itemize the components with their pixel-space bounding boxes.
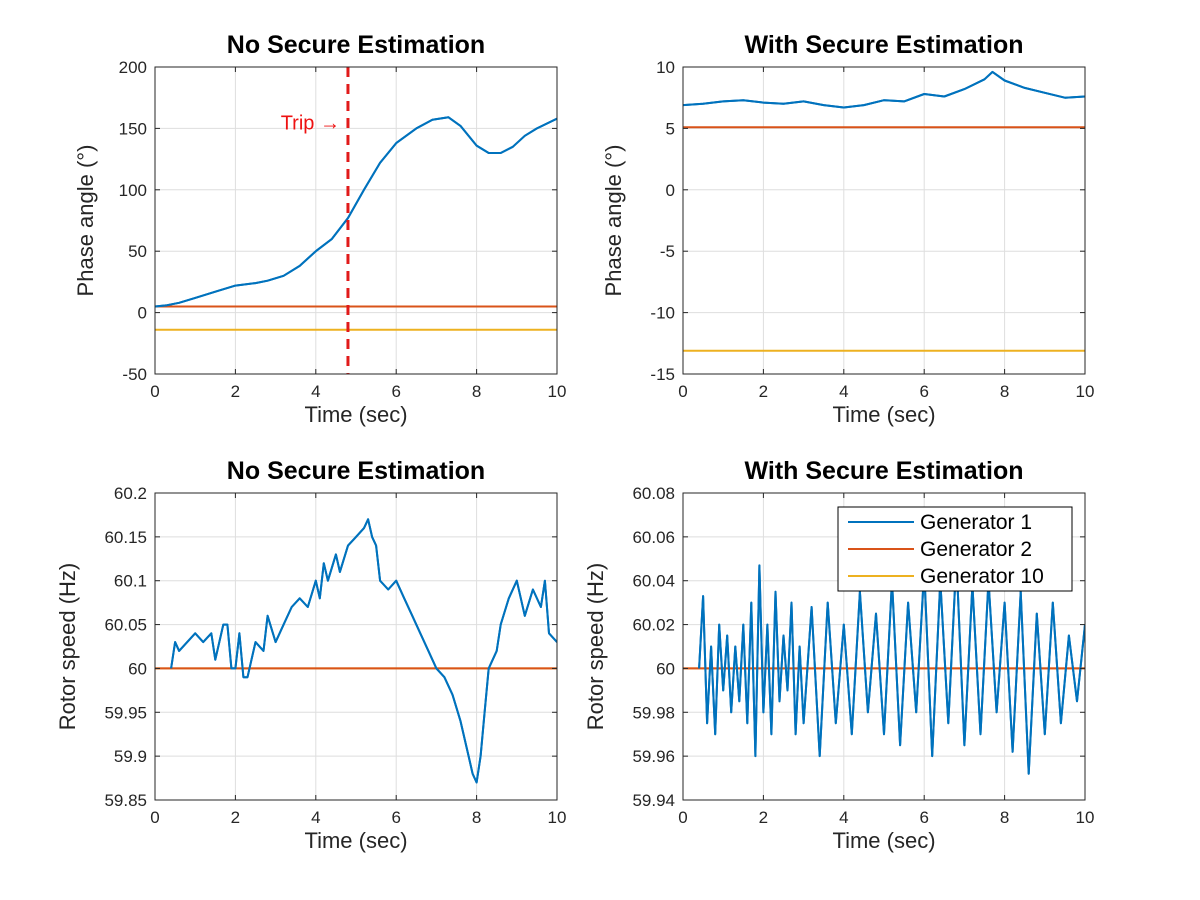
y-tick-label: -50 (122, 365, 147, 384)
chart-title: No Secure Estimation (227, 457, 485, 485)
x-tick-label: 6 (391, 808, 400, 827)
x-axis-label: Time (sec) (304, 828, 407, 853)
x-tick-label: 0 (150, 382, 159, 401)
y-tick-label: 59.98 (632, 703, 675, 722)
chart-title: With Secure Estimation (745, 457, 1024, 485)
x-tick-label: 4 (311, 382, 320, 401)
x-tick-label: 8 (1000, 808, 1009, 827)
x-tick-label: 0 (150, 808, 159, 827)
x-axis-label: Time (sec) (832, 828, 935, 853)
y-tick-label: 200 (119, 58, 147, 77)
x-tick-label: 2 (759, 808, 768, 827)
x-tick-label: 10 (548, 808, 567, 827)
x-tick-label: 8 (472, 382, 481, 401)
y-tick-label: 59.85 (104, 791, 147, 810)
y-tick-label: 10 (656, 58, 675, 77)
legend-label: Generator 2 (920, 538, 1032, 561)
series-group (155, 116, 557, 331)
y-tick-label: 59.94 (632, 791, 675, 810)
subplot-2: 0 2 4 6 8 10 -15 -10 -5 0 5 10 With Secure Estimatio… (601, 31, 1094, 427)
x-tick-label: 6 (919, 808, 928, 827)
y-tick-label: 60.02 (632, 616, 675, 635)
x-tick-label: 10 (1076, 808, 1095, 827)
x-tick-label: 2 (231, 382, 240, 401)
legend-label: Generator 1 (920, 511, 1032, 534)
y-tick-label: 0 (138, 304, 147, 323)
legend-label: Generator 10 (920, 565, 1044, 588)
legend: Generator 1 Generator 2 Generator 10 (837, 506, 1073, 592)
x-tick-label: 4 (839, 808, 848, 827)
chart-title: No Secure Estimation (227, 31, 485, 59)
x-tick-label: 2 (231, 808, 240, 827)
y-axis-label: Rotor speed (Hz) (55, 563, 80, 731)
y-tick-label: 60.08 (632, 484, 675, 503)
y-tick-label: 60.15 (104, 528, 147, 547)
y-axis-label: Phase angle (°) (601, 145, 626, 297)
y-tick-label: 60 (128, 659, 147, 678)
axes-box (682, 66, 1086, 375)
y-tick-label: 60.05 (104, 616, 147, 635)
y-axis-label: Phase angle (°) (73, 145, 98, 297)
plot-area (683, 67, 1085, 374)
x-tick-label: 2 (759, 382, 768, 401)
y-tick-label: 59.95 (104, 703, 147, 722)
y-tick-label: 60.1 (114, 572, 147, 591)
axes-box (154, 66, 558, 375)
y-tick-label: 50 (128, 242, 147, 261)
axes-box (154, 492, 558, 801)
x-tick-label: 4 (839, 382, 848, 401)
series-line-1-top (683, 70, 1085, 109)
y-tick-label: 60 (656, 659, 675, 678)
x-tick-label: 10 (548, 382, 567, 401)
y-tick-label: 59.9 (114, 747, 147, 766)
x-axis-label: Time (sec) (832, 402, 935, 427)
y-tick-label: 150 (119, 119, 147, 138)
x-tick-label: 10 (1076, 382, 1095, 401)
series-group (683, 70, 1085, 352)
series-group (683, 557, 1085, 775)
subplot-3: 0 2 4 6 8 10 59.85 59.9 59.95 60 60.05 60.1 60.15 60.… (55, 457, 566, 853)
y-tick-label: -10 (650, 304, 675, 323)
x-axis-label: Time (sec) (304, 402, 407, 427)
x-tick-label: 6 (919, 382, 928, 401)
x-tick-label: 8 (472, 808, 481, 827)
plot-area (155, 493, 557, 800)
series-line-1-top (170, 518, 557, 784)
y-axis-label: Rotor speed (Hz) (583, 563, 608, 731)
x-tick-label: 4 (311, 808, 320, 827)
trip-label: Trip → (281, 112, 340, 134)
series-group (155, 518, 557, 784)
y-tick-label: 60.2 (114, 484, 147, 503)
chart-title: With Secure Estimation (745, 31, 1024, 59)
y-tick-label: 60.06 (632, 528, 675, 547)
axes-box (682, 492, 1086, 801)
plot-area (155, 67, 557, 374)
x-tick-label: 6 (391, 382, 400, 401)
y-tick-label: -5 (660, 242, 675, 261)
y-tick-label: 59.96 (632, 747, 675, 766)
y-tick-label: 0 (666, 181, 675, 200)
series-line-1-top (155, 116, 557, 308)
y-tick-label: 5 (666, 119, 675, 138)
series-line-1-top (698, 557, 1085, 775)
y-tick-label: 100 (119, 181, 147, 200)
x-tick-label: 8 (1000, 382, 1009, 401)
x-tick-label: 0 (678, 382, 687, 401)
x-tick-label: 0 (678, 808, 687, 827)
y-tick-label: 60.04 (632, 572, 675, 591)
y-tick-label: -15 (650, 365, 675, 384)
